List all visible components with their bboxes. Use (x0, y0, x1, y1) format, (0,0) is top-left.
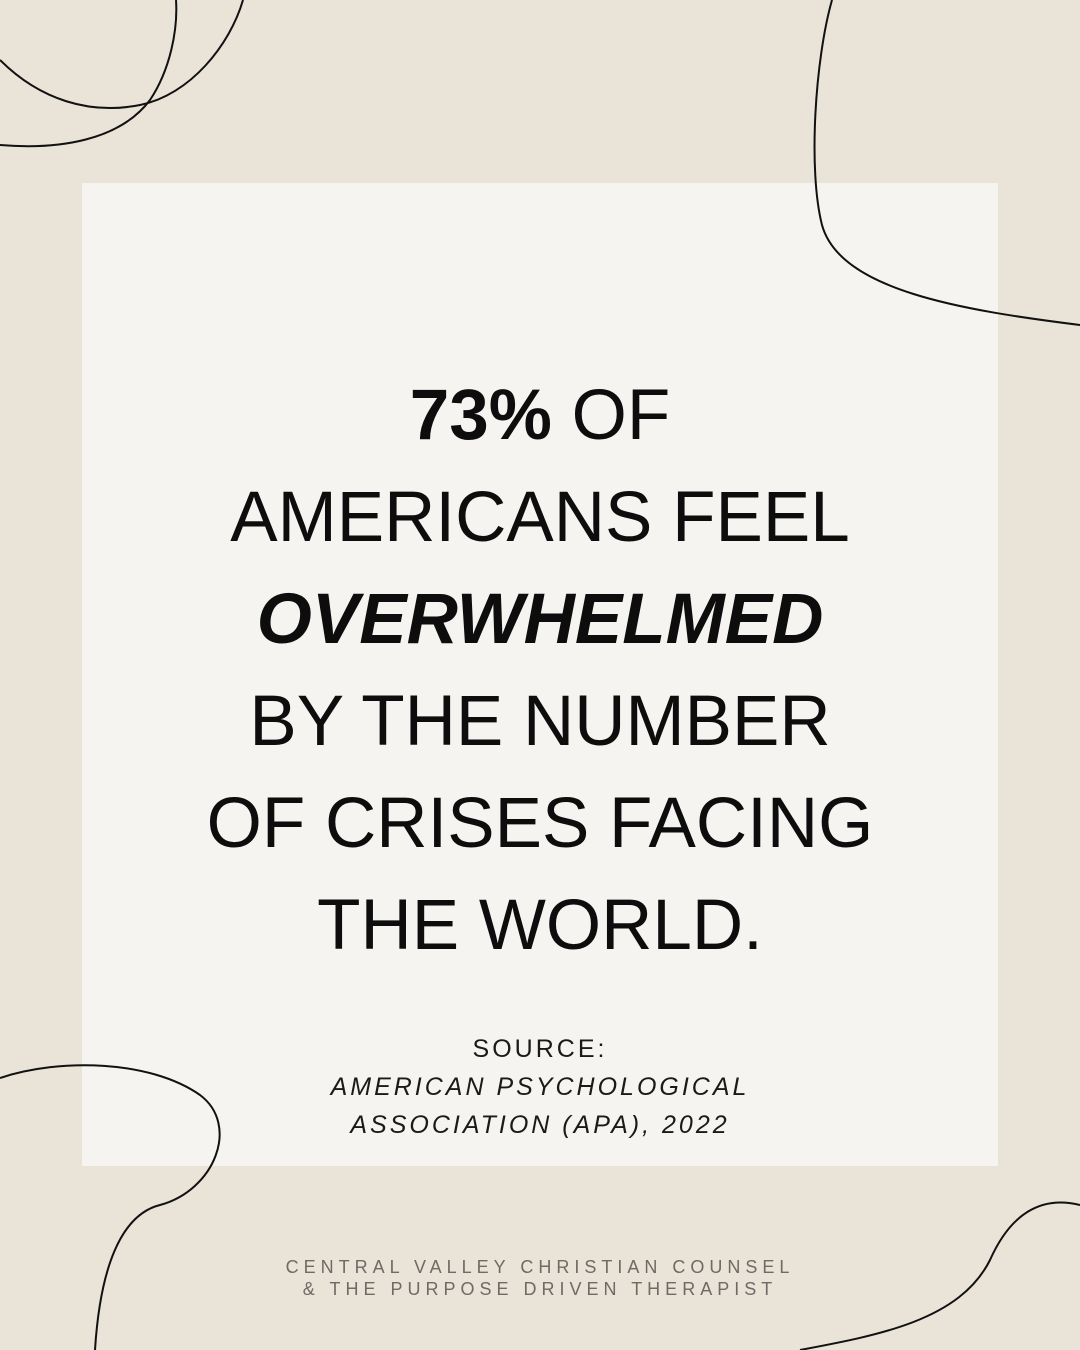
headline-line-1-rest: OF (551, 376, 671, 455)
headline-line-4: BY THE NUMBER (249, 682, 831, 761)
headline: 73% OF AMERICANS FEEL OVERWHELMED BY THE… (82, 365, 998, 977)
squiggle-top-left-b (0, 0, 178, 148)
headline-line-3: OVERWHELMED (256, 580, 824, 659)
headline-line-5: OF CRISES FACING (206, 784, 874, 863)
headline-stat: 73% (409, 376, 552, 455)
headline-line-2: AMERICANS FEEL (230, 478, 850, 557)
headline-line-1: 73% OF (82, 365, 998, 467)
headline-line-6: THE WORLD. (317, 886, 763, 965)
source-line-1: AMERICAN PSYCHOLOGICAL (330, 1073, 750, 1101)
footer-credit: CENTRAL VALLEY CHRISTIAN COUNSEL & THE P… (0, 1256, 1080, 1300)
source-line-2: ASSOCIATION (APA), 2022 (350, 1111, 730, 1139)
quote-card (82, 183, 998, 1166)
source-label: SOURCE: (472, 1035, 608, 1063)
source-citation: SOURCE: AMERICAN PSYCHOLOGICAL ASSOCIATI… (82, 1030, 998, 1144)
footer-line-1: CENTRAL VALLEY CHRISTIAN COUNSEL (285, 1257, 795, 1277)
squiggle-top-left-a (0, 0, 244, 109)
footer-line-2: & THE PURPOSE DRIVEN THERAPIST (302, 1279, 778, 1299)
